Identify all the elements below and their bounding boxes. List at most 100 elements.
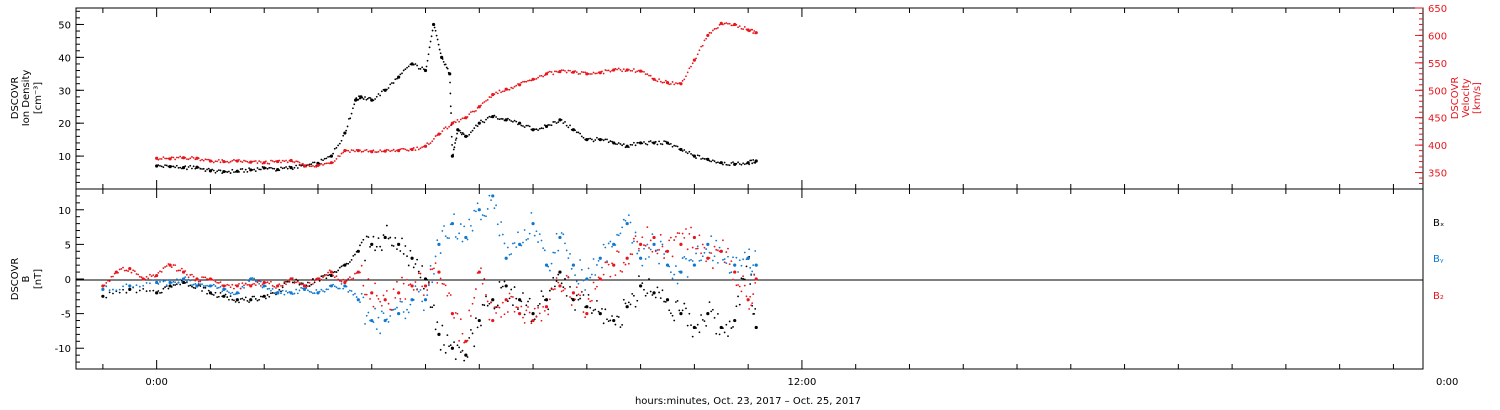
point: [377, 93, 380, 95]
point: [501, 118, 504, 120]
point: [557, 281, 560, 284]
point: [589, 137, 592, 140]
point: [592, 71, 595, 74]
point: [659, 240, 662, 243]
point: [298, 164, 301, 166]
point: [406, 278, 408, 281]
point: [624, 219, 627, 222]
point: [594, 308, 597, 311]
point: [322, 276, 324, 279]
point: [596, 136, 598, 139]
point: [515, 120, 518, 123]
point: [669, 83, 672, 85]
point: [426, 59, 429, 62]
point: [506, 88, 509, 91]
point: [271, 284, 274, 287]
point: [493, 307, 496, 310]
point: [538, 233, 541, 236]
point: [544, 124, 549, 129]
point: [506, 311, 509, 313]
point: [275, 293, 277, 296]
point: [728, 272, 731, 274]
point: [560, 282, 563, 285]
point: [733, 263, 737, 267]
point: [560, 290, 563, 293]
point: [452, 148, 455, 151]
point: [181, 166, 186, 170]
point: [656, 143, 659, 146]
point: [423, 284, 428, 288]
point: [370, 98, 374, 102]
b-tick-label: 0: [65, 275, 71, 286]
point: [441, 230, 444, 232]
point: [206, 284, 208, 287]
point: [162, 166, 165, 169]
point: [607, 263, 610, 266]
point: [168, 157, 172, 161]
point: [335, 158, 338, 160]
point: [622, 218, 625, 221]
point: [632, 240, 635, 243]
point: [654, 79, 657, 82]
point: [706, 33, 710, 38]
point: [477, 318, 481, 323]
point: [323, 290, 326, 293]
point: [752, 293, 755, 295]
point: [548, 269, 551, 272]
point: [362, 296, 365, 299]
point: [444, 284, 447, 287]
point: [295, 164, 298, 167]
point: [475, 109, 477, 112]
point: [300, 164, 303, 167]
point: [118, 268, 121, 271]
point: [723, 261, 726, 264]
point: [483, 277, 486, 280]
point: [513, 85, 516, 88]
point: [727, 22, 729, 25]
point: [587, 73, 590, 75]
point: [632, 68, 635, 70]
point: [377, 150, 380, 153]
point: [101, 284, 105, 288]
point: [582, 279, 585, 282]
point: [239, 298, 242, 300]
point: [305, 165, 308, 168]
point: [715, 161, 718, 164]
point: [264, 160, 267, 163]
point: [425, 65, 428, 68]
point: [646, 73, 649, 76]
point: [503, 90, 506, 92]
point: [468, 309, 471, 312]
point: [717, 261, 719, 264]
point: [560, 118, 563, 121]
point: [360, 150, 363, 153]
point: [259, 168, 262, 171]
point: [184, 276, 187, 279]
point: [327, 271, 329, 274]
point: [749, 283, 752, 285]
point: [426, 289, 429, 291]
point: [671, 81, 674, 83]
point: [249, 298, 253, 302]
point: [241, 168, 244, 170]
point: [661, 289, 664, 292]
point: [266, 167, 269, 170]
point: [224, 170, 227, 173]
point: [742, 28, 745, 31]
point: [451, 144, 453, 146]
point: [528, 125, 531, 128]
point: [717, 161, 719, 164]
point: [488, 115, 491, 118]
point: [538, 75, 541, 77]
point: [525, 124, 528, 127]
point: [468, 336, 471, 339]
point: [498, 89, 501, 92]
point: [375, 95, 378, 98]
point: [350, 149, 353, 151]
point: [651, 250, 654, 253]
point: [550, 124, 553, 127]
point: [701, 319, 704, 321]
point: [547, 308, 550, 311]
point: [333, 160, 336, 162]
point: [567, 69, 570, 72]
